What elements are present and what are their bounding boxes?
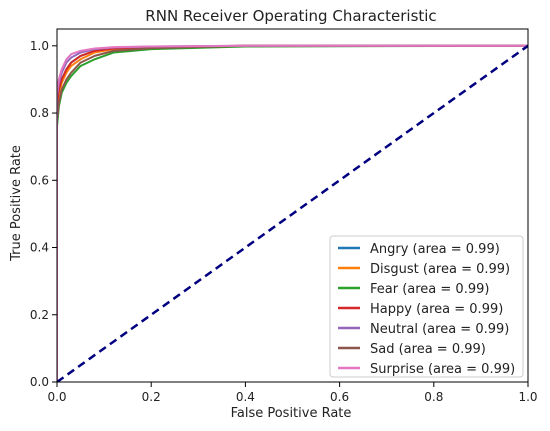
y-axis-title: True Positive Rate — [9, 145, 24, 262]
y-tick-label: 0.4 — [30, 241, 49, 255]
legend: Angry (area = 0.99) Disgust (area = 0.99)… — [329, 235, 524, 378]
y-tick-label: 0.6 — [30, 173, 49, 187]
x-axis-title: False Positive Rate — [231, 406, 352, 421]
legend-entry-label: Happy (area = 0.99) — [370, 302, 503, 317]
y-tick-label: 0.0 — [30, 375, 49, 389]
plot-frame — [56, 28, 529, 383]
legend-entry-label: Angry (area = 0.99) — [370, 242, 500, 257]
series-line-sad — [57, 44, 528, 382]
x-tick-label: 0.6 — [330, 390, 349, 404]
x-tick-label: 0.2 — [142, 390, 161, 404]
legend-entry-label: Fear (area = 0.99) — [370, 282, 489, 297]
x-tick-label: 1.0 — [518, 390, 537, 404]
x-tick-label: 0.4 — [236, 390, 255, 404]
legend-box — [329, 235, 524, 378]
legend-entry-label: Surprise (area = 0.99) — [370, 362, 515, 377]
x-tick-label: 0.8 — [424, 390, 443, 404]
chart-title: RNN Receiver Operating Characteristic — [145, 7, 436, 25]
series-line-surprise — [57, 44, 528, 382]
plot-area: 0.0 0.2 0.4 0.6 0.8 1.0 0.0 0.2 0.4 0.6 0.8 1.0 — [30, 28, 538, 404]
y-tick-label: 0.8 — [30, 106, 49, 120]
y-tick-label: 0.2 — [30, 308, 49, 322]
chance-reference-line — [57, 44, 528, 382]
legend-entry-label: Sad (area = 0.99) — [370, 342, 486, 357]
y-tick-label: 1.0 — [30, 39, 49, 53]
x-tick-label: 0.0 — [47, 390, 66, 404]
series-group — [57, 44, 528, 382]
legend-entry-label: Disgust (area = 0.99) — [370, 262, 510, 277]
legend-entry-label: Neutral (area = 0.99) — [370, 322, 509, 337]
